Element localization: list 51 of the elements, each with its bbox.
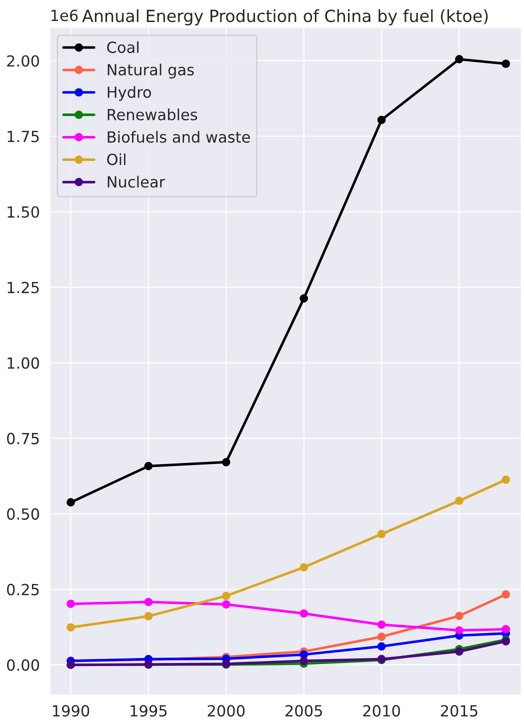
legend-label: Biofuels and waste (108, 130, 250, 143)
text: 1e6 (51, 10, 78, 22)
point (377, 116, 386, 124)
point (455, 612, 464, 620)
point (300, 656, 308, 666)
point (300, 563, 308, 572)
point (377, 530, 386, 538)
point (300, 609, 308, 618)
point (455, 496, 464, 505)
point (455, 647, 464, 656)
y-tick-label: 0.00 (7, 659, 40, 671)
point (377, 632, 386, 641)
legend-label: Renewables (108, 108, 198, 120)
point (144, 462, 153, 470)
y-tick-label: 1.75 (8, 130, 39, 142)
y-tick-label: 0.50 (7, 508, 40, 520)
y-tick-label: 1.25 (8, 282, 39, 294)
point (222, 600, 230, 609)
y-tick-label: 0.75 (7, 432, 39, 444)
legend-label: Coal (107, 41, 138, 54)
point (66, 600, 75, 608)
point (144, 612, 153, 620)
point (377, 642, 386, 651)
point (502, 625, 510, 634)
point (300, 294, 308, 303)
x-tick-label: 2005 (286, 705, 322, 717)
point (502, 60, 510, 68)
point (502, 590, 510, 599)
point (66, 623, 75, 632)
legend-label: Hydro (108, 86, 151, 101)
y-tick-label: 2.00 (7, 55, 40, 67)
point (144, 598, 153, 606)
x-tick-label: 1995 (130, 705, 167, 717)
x-tick-label: 2000 (208, 705, 245, 717)
x-tick-label: 2015 (440, 705, 478, 717)
legend-label: Oil (107, 153, 126, 166)
legend-label: Nuclear (108, 176, 166, 188)
legend-label: Natural gas (108, 64, 194, 78)
x-tick-label: 2010 (363, 705, 400, 717)
chart-title: Annual Energy Production of China by fuel (ktoe) (82, 9, 488, 26)
y-tick-label: 0.25 (7, 584, 39, 596)
point (377, 620, 386, 629)
y-tick-label: 1.50 (8, 206, 40, 218)
point (222, 592, 230, 600)
point (66, 498, 75, 506)
point (455, 55, 464, 64)
y-tick-label: 1.00 (8, 357, 40, 369)
point (502, 476, 510, 484)
x-tick-label: 1990 (52, 705, 90, 717)
point (222, 458, 230, 466)
point (455, 626, 464, 635)
